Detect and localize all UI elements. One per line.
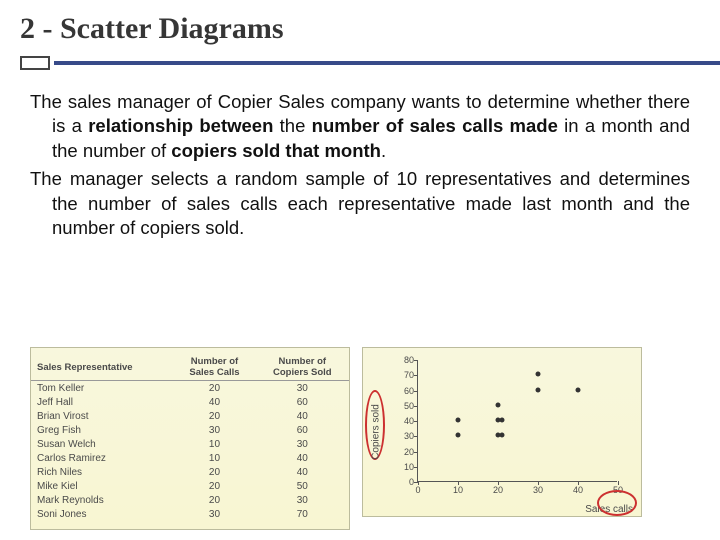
table-cell: 20 — [173, 409, 255, 423]
table-row: Brian Virost2040 — [31, 409, 349, 423]
table-row: Greg Fish3060 — [31, 423, 349, 437]
scatter-chart: Copiers sold 010203040506070800102030405… — [362, 347, 642, 517]
xtick-label: 30 — [533, 485, 543, 495]
ytick-label: 20 — [392, 447, 414, 457]
table-cell: 30 — [173, 423, 255, 437]
data-table: Sales RepresentativeNumber ofSales Calls… — [30, 347, 350, 530]
table-row: Mark Reynolds2030 — [31, 493, 349, 507]
ytick-label: 80 — [392, 355, 414, 365]
table-row: Jeff Hall4060 — [31, 395, 349, 409]
p1-bold-3: copiers sold that month — [171, 140, 381, 161]
scatter-point — [500, 418, 505, 423]
table-cell: Soni Jones — [31, 507, 173, 521]
table-header: Number ofSales Calls — [173, 354, 255, 381]
table-cell: Greg Fish — [31, 423, 173, 437]
scatter-point — [456, 418, 461, 423]
table-cell: Mark Reynolds — [31, 493, 173, 507]
scatter-plot-area: 0102030405060708001020304050 — [417, 360, 617, 482]
p1-bold-2: number of sales calls made — [312, 115, 558, 136]
table-cell: 60 — [256, 423, 349, 437]
ytick-label: 60 — [392, 386, 414, 396]
paragraph-2: The manager selects a random sample of 1… — [30, 167, 690, 240]
table-cell: 40 — [256, 451, 349, 465]
table-row: Tom Keller2030 — [31, 381, 349, 396]
table-cell: 60 — [256, 395, 349, 409]
slide-title: 2 - Scatter Diagrams — [20, 12, 700, 46]
body-text: The sales manager of Copier Sales compan… — [0, 72, 720, 240]
ytick-label: 0 — [392, 477, 414, 487]
table-cell: Brian Virost — [31, 409, 173, 423]
table-cell: 10 — [173, 451, 255, 465]
scatter-point — [536, 387, 541, 392]
table-cell: 20 — [173, 479, 255, 493]
xtick-label: 10 — [453, 485, 463, 495]
table-row: Soni Jones3070 — [31, 507, 349, 521]
scatter-point — [536, 372, 541, 377]
p1-text4: . — [381, 140, 386, 161]
table-row: Mike Kiel2050 — [31, 479, 349, 493]
ytick-label: 10 — [392, 462, 414, 472]
table-cell: Susan Welch — [31, 437, 173, 451]
table-cell: 30 — [256, 381, 349, 396]
ytick-label: 30 — [392, 431, 414, 441]
p1-text2: the — [273, 115, 311, 136]
scatter-point — [576, 387, 581, 392]
table-cell: 30 — [256, 493, 349, 507]
table-cell: 40 — [256, 465, 349, 479]
table-cell: 10 — [173, 437, 255, 451]
table-cell: 30 — [173, 507, 255, 521]
table-row: Carlos Ramirez1040 — [31, 451, 349, 465]
scatter-point — [500, 433, 505, 438]
table-cell: Mike Kiel — [31, 479, 173, 493]
xtick-label: 20 — [493, 485, 503, 495]
table-cell: 40 — [256, 409, 349, 423]
table-header: Sales Representative — [31, 354, 173, 381]
ytick-label: 40 — [392, 416, 414, 426]
scatter-point — [496, 402, 501, 407]
xtick-label: 40 — [573, 485, 583, 495]
table-cell: 30 — [256, 437, 349, 451]
table-cell: 20 — [173, 381, 255, 396]
table-cell: Tom Keller — [31, 381, 173, 396]
xtick-label: 0 — [415, 485, 420, 495]
table-cell: 20 — [173, 465, 255, 479]
ytick-label: 50 — [392, 401, 414, 411]
xlabel-highlight-ellipse — [597, 490, 637, 516]
p1-bold-1: relationship between — [88, 115, 273, 136]
table-cell: 50 — [256, 479, 349, 493]
table-row: Rich Niles2040 — [31, 465, 349, 479]
table-cell: 40 — [173, 395, 255, 409]
table-cell: 70 — [256, 507, 349, 521]
table-row: Susan Welch1030 — [31, 437, 349, 451]
scatter-point — [456, 433, 461, 438]
ytick-label: 70 — [392, 370, 414, 380]
scatter-ylabel: Copiers sold — [370, 404, 381, 460]
table-cell: 20 — [173, 493, 255, 507]
table-cell: Rich Niles — [31, 465, 173, 479]
title-rule — [0, 56, 720, 70]
paragraph-1: The sales manager of Copier Sales compan… — [30, 90, 690, 163]
table-header: Number ofCopiers Sold — [256, 354, 349, 381]
table-cell: Jeff Hall — [31, 395, 173, 409]
table-cell: Carlos Ramirez — [31, 451, 173, 465]
